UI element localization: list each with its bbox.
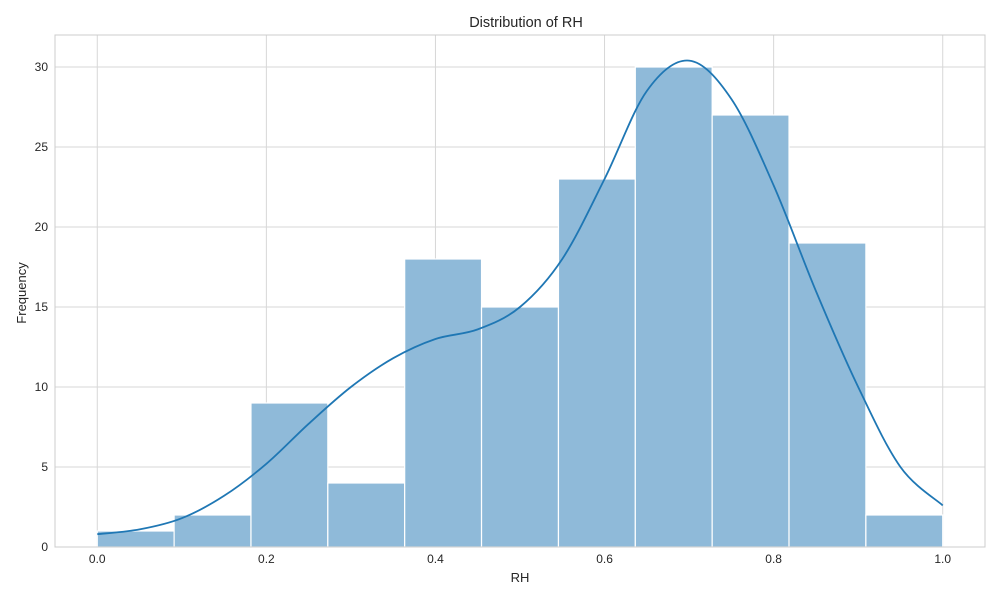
x-tick-label: 0.0	[89, 552, 106, 566]
histogram-bar	[865, 514, 944, 548]
histogram-bar	[557, 178, 636, 548]
tick-labels: 0.0 0.2 0.4 0.6 0.8 1.0 0 5 10 15 20 25 30	[35, 60, 952, 566]
x-axis-label: RH	[511, 570, 530, 585]
y-tick-label: 10	[35, 380, 49, 394]
y-tick-label: 30	[35, 60, 49, 74]
kde-curve	[97, 59, 944, 536]
histogram-bar	[327, 482, 406, 548]
x-tick-label: 0.8	[765, 552, 782, 566]
histogram-bar	[711, 114, 790, 548]
plot-frame	[54, 34, 986, 548]
kde-curve-layer	[97, 59, 944, 536]
histogram-bar	[788, 242, 867, 548]
y-tick-label: 25	[35, 140, 49, 154]
histogram-bars	[96, 66, 944, 548]
y-tick-label: 0	[41, 540, 48, 554]
y-tick-label: 15	[35, 300, 49, 314]
histogram-bar	[634, 66, 713, 548]
histogram-bar	[250, 402, 329, 548]
x-tick-label: 0.6	[596, 552, 613, 566]
x-tick-label: 0.2	[258, 552, 275, 566]
x-tick-label: 0.4	[427, 552, 444, 566]
histogram-bar	[480, 306, 560, 548]
chart-title: Distribution of RH	[469, 15, 583, 31]
histogram-bar	[404, 258, 483, 548]
x-tick-label: 1.0	[934, 552, 951, 566]
y-axis-label: Frequency	[14, 262, 29, 324]
y-tick-label: 20	[35, 220, 49, 234]
y-tick-label: 5	[41, 460, 48, 474]
histogram-bar	[173, 514, 252, 548]
